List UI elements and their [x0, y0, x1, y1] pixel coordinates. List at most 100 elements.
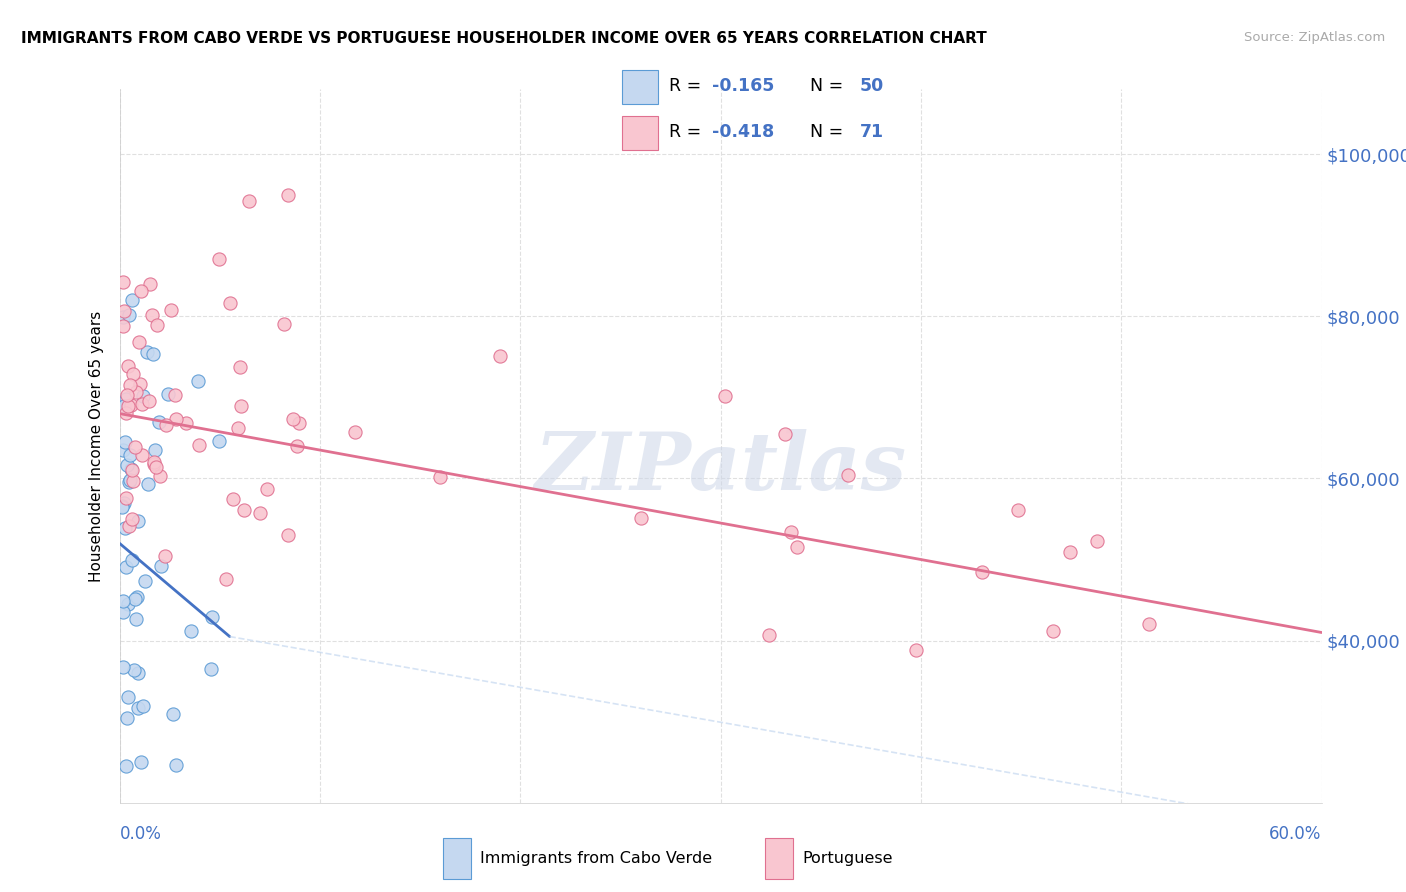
Point — [125, 384, 148, 399]
FancyBboxPatch shape — [443, 838, 471, 879]
Point — [125, 590, 148, 604]
Point — [174, 416, 197, 430]
Text: Immigrants from Cabo Verde: Immigrants from Cabo Verde — [481, 851, 713, 866]
Point — [142, 347, 165, 361]
Point — [129, 755, 152, 769]
Point — [165, 412, 187, 426]
Point — [118, 378, 141, 392]
Point — [132, 389, 155, 403]
Point — [219, 296, 242, 310]
Point — [115, 388, 138, 402]
Point — [208, 434, 231, 448]
Point — [112, 496, 135, 510]
Point — [1007, 503, 1029, 517]
Point — [120, 448, 142, 462]
Point — [148, 469, 170, 483]
Point — [904, 643, 927, 657]
Point — [115, 711, 138, 725]
Point — [429, 469, 451, 483]
Point — [214, 572, 236, 586]
Point — [132, 699, 155, 714]
Point — [226, 421, 249, 435]
Point — [277, 187, 299, 202]
Point — [180, 624, 202, 638]
Point — [249, 506, 271, 520]
Point — [343, 425, 366, 440]
Point — [277, 528, 299, 542]
Text: R =: R = — [669, 123, 707, 141]
Point — [773, 426, 796, 441]
Point — [121, 293, 143, 307]
Point — [138, 393, 160, 408]
Point — [121, 553, 143, 567]
FancyBboxPatch shape — [621, 116, 658, 150]
Point — [139, 277, 162, 291]
Point — [229, 400, 252, 414]
Point — [112, 304, 135, 318]
Point — [115, 560, 138, 574]
Point — [122, 474, 145, 488]
Point — [117, 690, 139, 704]
Point — [121, 462, 143, 476]
Point — [114, 521, 136, 535]
Text: Portuguese: Portuguese — [801, 851, 893, 866]
Text: -0.418: -0.418 — [713, 123, 775, 141]
Point — [1139, 617, 1161, 632]
Text: 0.0%: 0.0% — [120, 825, 162, 843]
Point — [128, 377, 150, 392]
Point — [121, 462, 143, 476]
Point — [111, 499, 134, 513]
Point — [128, 334, 150, 349]
Text: Source: ZipAtlas.com: Source: ZipAtlas.com — [1244, 31, 1385, 45]
Point — [131, 448, 153, 462]
Text: N =: N = — [810, 78, 849, 95]
Point — [187, 438, 209, 452]
Point — [136, 477, 159, 491]
Point — [285, 439, 308, 453]
Point — [273, 318, 295, 332]
Point — [121, 512, 143, 526]
Point — [117, 399, 139, 413]
Point — [780, 524, 803, 539]
Point — [229, 360, 252, 375]
Point — [111, 443, 134, 458]
Point — [232, 503, 254, 517]
Point — [288, 416, 311, 430]
Point — [112, 276, 135, 290]
Point — [141, 308, 163, 322]
Point — [118, 308, 141, 322]
Point — [489, 349, 512, 363]
Point — [145, 459, 167, 474]
Point — [131, 397, 153, 411]
Point — [125, 612, 148, 626]
Point — [758, 628, 780, 642]
Point — [155, 418, 177, 433]
Point — [115, 392, 138, 407]
Point — [114, 491, 136, 505]
Point — [117, 359, 139, 374]
Point — [124, 591, 146, 606]
Point — [111, 594, 134, 608]
Point — [134, 574, 156, 589]
Text: N =: N = — [810, 123, 849, 141]
Point — [200, 662, 222, 676]
Point — [1085, 533, 1108, 548]
Point — [150, 559, 173, 574]
Point — [165, 388, 187, 402]
Point — [129, 284, 152, 298]
Y-axis label: Householder Income Over 65 years: Householder Income Over 65 years — [89, 310, 104, 582]
Point — [165, 758, 187, 772]
Point — [143, 455, 166, 469]
Point — [630, 511, 652, 525]
FancyBboxPatch shape — [621, 70, 658, 103]
Point — [142, 457, 165, 471]
Point — [122, 663, 145, 677]
Point — [111, 500, 134, 514]
Point — [120, 473, 142, 487]
Text: 60.0%: 60.0% — [1270, 825, 1322, 843]
Text: 50: 50 — [859, 78, 883, 95]
Point — [155, 549, 177, 563]
Point — [972, 566, 994, 580]
Point — [136, 344, 159, 359]
Point — [238, 194, 260, 209]
